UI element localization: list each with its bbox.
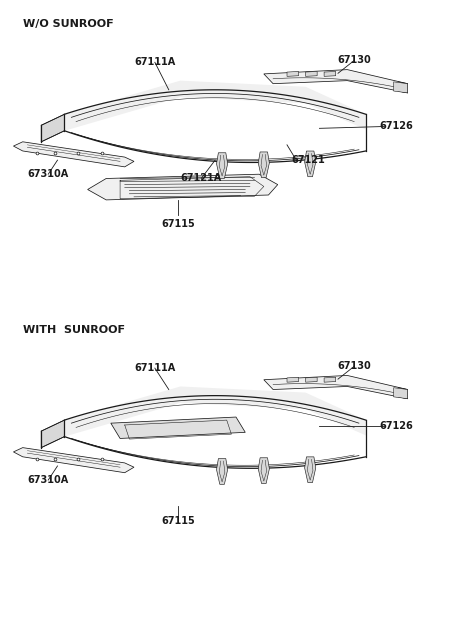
Polygon shape <box>264 376 407 399</box>
Text: 67130: 67130 <box>337 361 371 371</box>
Polygon shape <box>324 71 336 76</box>
Polygon shape <box>41 114 65 142</box>
Text: 67111A: 67111A <box>134 363 176 373</box>
Polygon shape <box>394 82 407 93</box>
Polygon shape <box>304 151 316 177</box>
Polygon shape <box>305 378 317 382</box>
Polygon shape <box>394 388 407 399</box>
Polygon shape <box>111 417 245 438</box>
Text: 67111A: 67111A <box>134 57 176 68</box>
Polygon shape <box>13 142 134 167</box>
Polygon shape <box>65 386 366 436</box>
Text: 67126: 67126 <box>380 421 413 432</box>
Polygon shape <box>13 448 134 472</box>
Text: W/O SUNROOF: W/O SUNROOF <box>23 19 113 30</box>
Text: 67130: 67130 <box>337 55 371 66</box>
Polygon shape <box>217 153 228 179</box>
Text: 67115: 67115 <box>161 219 195 229</box>
Text: 67121A: 67121A <box>181 174 222 184</box>
Polygon shape <box>287 71 299 76</box>
Polygon shape <box>65 81 366 131</box>
Polygon shape <box>264 69 407 93</box>
Polygon shape <box>324 378 336 382</box>
Polygon shape <box>258 458 270 484</box>
Polygon shape <box>305 71 317 76</box>
Polygon shape <box>217 459 228 484</box>
Polygon shape <box>41 420 65 448</box>
Polygon shape <box>304 457 316 482</box>
Text: 67310A: 67310A <box>27 169 69 179</box>
Polygon shape <box>88 174 278 200</box>
Text: 67126: 67126 <box>380 122 413 131</box>
Text: 67115: 67115 <box>161 516 195 526</box>
Text: 67310A: 67310A <box>27 475 69 485</box>
Text: WITH  SUNROOF: WITH SUNROOF <box>23 326 125 335</box>
Polygon shape <box>287 378 299 382</box>
Polygon shape <box>258 152 270 178</box>
Text: 67121: 67121 <box>292 155 325 165</box>
